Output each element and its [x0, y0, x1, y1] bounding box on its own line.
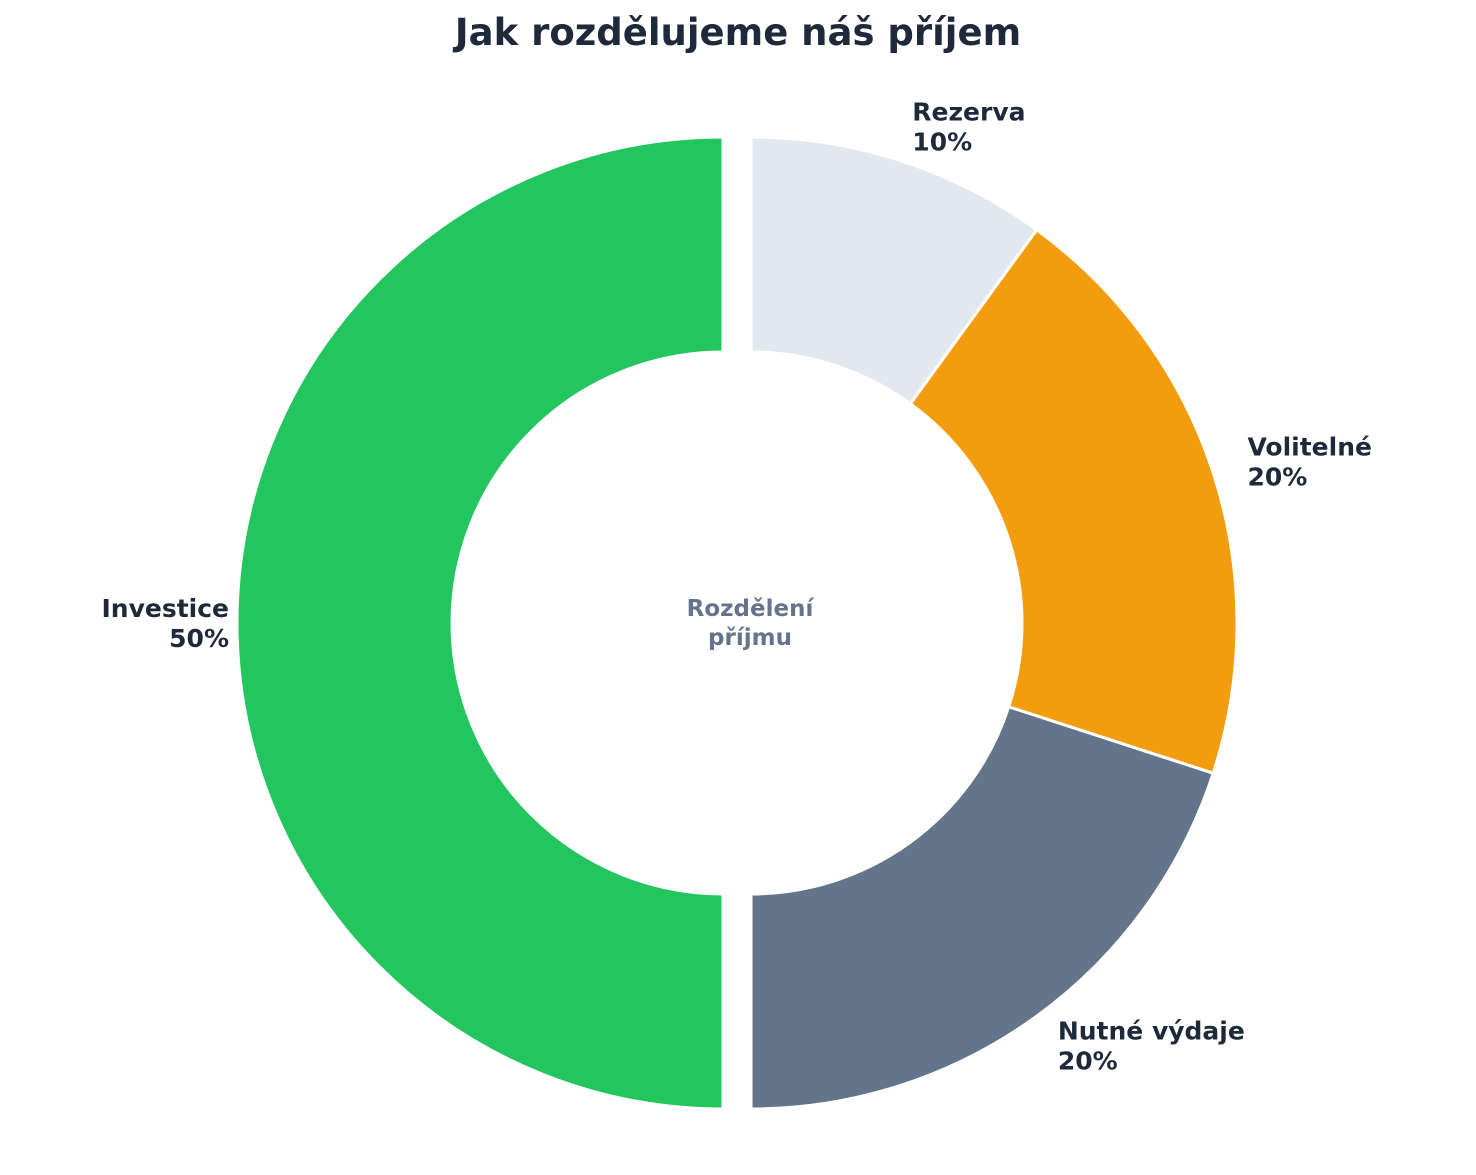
- slice-label-value: 10%: [912, 128, 972, 157]
- slice-label-background: [93, 588, 237, 659]
- center-label-group: Rozdělení příjmu: [687, 596, 815, 651]
- slice-label-value: 20%: [1058, 1046, 1118, 1075]
- slice-label-name: Volitelné: [1247, 433, 1372, 462]
- slice-nutne-vydaje: [749, 705, 1215, 1111]
- slice-label-value: 50%: [169, 624, 229, 653]
- slice-rezerva: [749, 135, 1039, 406]
- center-label-line-2: příjmu: [708, 625, 792, 651]
- slice-label-name: Nutné výdaje: [1058, 1016, 1245, 1045]
- slice-label-background: [1049, 1010, 1253, 1082]
- slice-label-background: [1239, 426, 1380, 498]
- slice-label-background: [904, 91, 1034, 163]
- slice-investice: [235, 135, 725, 1111]
- center-label-line-1: Rozdělení: [687, 596, 815, 622]
- slice-label-name: Rezerva: [912, 98, 1025, 127]
- slice-volitelne: [908, 228, 1239, 775]
- donut-slices: [235, 135, 1239, 1111]
- chart-title: Jak rozdělujeme náš příjem: [452, 11, 1021, 54]
- slice-label-value: 20%: [1247, 463, 1307, 492]
- slice-label-name: Investice: [101, 594, 229, 623]
